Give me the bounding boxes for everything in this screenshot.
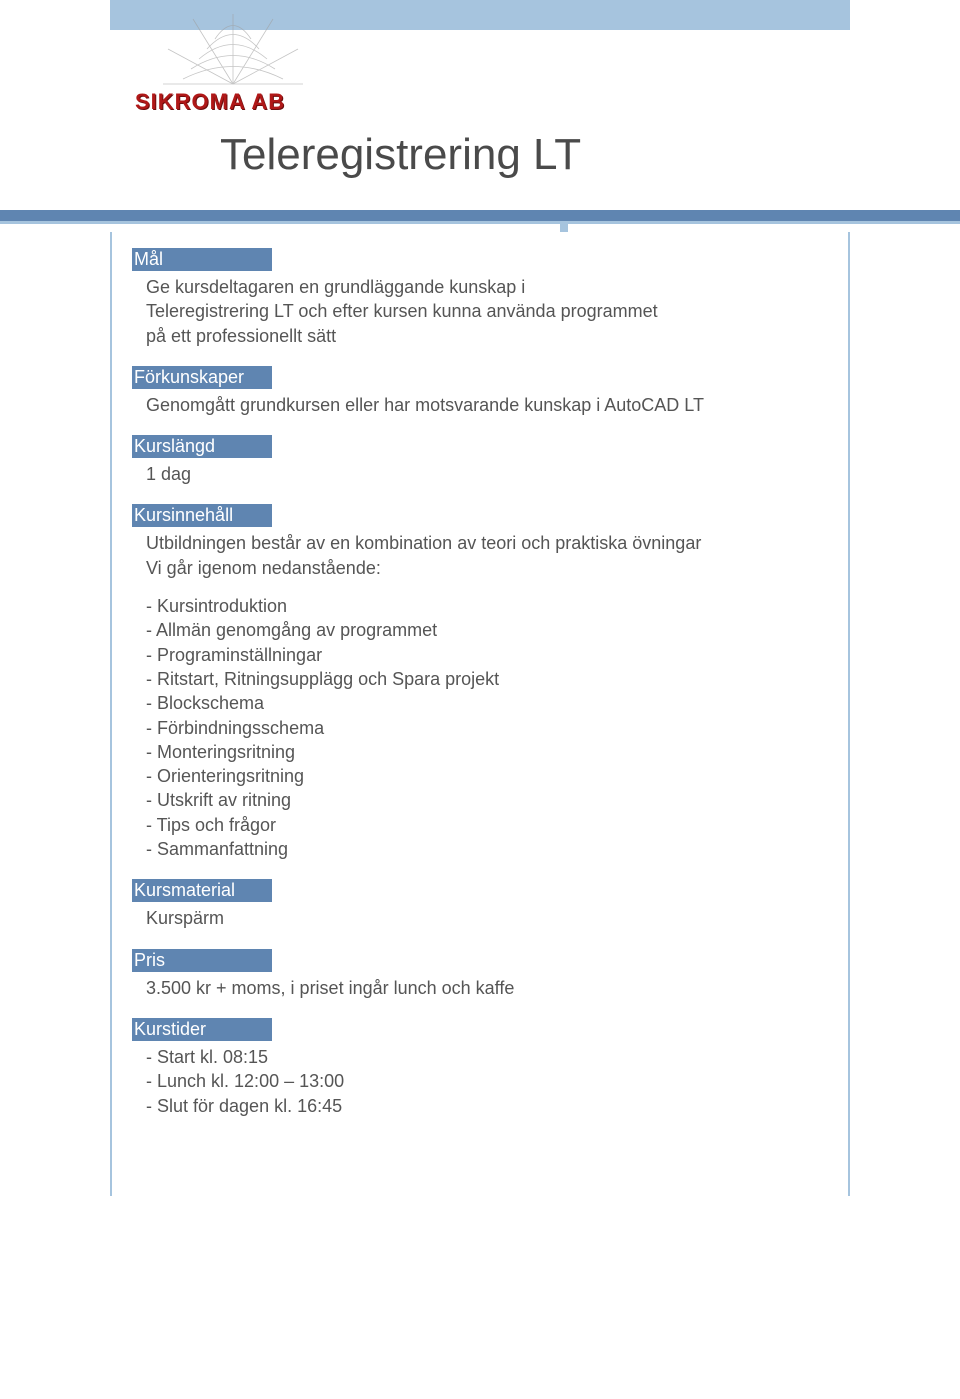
section-body-kursinnehall: Utbildningen består av en kombination av… <box>132 529 792 879</box>
text-line: - Slut för dagen kl. 16:45 <box>146 1094 792 1118</box>
section-body-kursmaterial: Kurspärm <box>132 904 792 948</box>
list-item: - Utskrift av ritning <box>146 788 792 812</box>
text-line: Teleregistrering LT och efter kursen kun… <box>146 299 792 323</box>
text-line: - Lunch kl. 12:00 – 13:00 <box>146 1069 792 1093</box>
section-body-pris: 3.500 kr + moms, i priset ingår lunch oc… <box>132 974 792 1018</box>
list-item: - Förbindningsschema <box>146 716 792 740</box>
list-item: - Blockschema <box>146 691 792 715</box>
section-kursinnehall: Kursinnehåll Utbildningen består av en k… <box>132 504 828 879</box>
section-body-kurslangd: 1 dag <box>132 460 792 504</box>
text-line: Genomgått grundkursen eller har motsvara… <box>146 393 792 417</box>
section-label-kurslangd: Kurslängd <box>132 435 272 458</box>
list-item: - Monteringsritning <box>146 740 792 764</box>
section-body-forkunskaper: Genomgått grundkursen eller har motsvara… <box>132 391 792 435</box>
text-line: Ge kursdeltagaren en grundläggande kunsk… <box>146 275 792 299</box>
section-kursmaterial: Kursmaterial Kurspärm <box>132 879 828 948</box>
text-line: Utbildningen består av en kombination av… <box>146 531 792 555</box>
content-frame: Mål Ge kursdeltagaren en grundläggande k… <box>110 232 850 1196</box>
kursinnehall-list: - Kursintroduktion - Allmän genomgång av… <box>146 594 792 861</box>
text-line: Vi går igenom nedanstående: <box>146 556 792 580</box>
text-line: 3.500 kr + moms, i priset ingår lunch oc… <box>146 976 792 1000</box>
text-line: 1 dag <box>146 462 792 486</box>
section-pris: Pris 3.500 kr + moms, i priset ingår lun… <box>132 949 828 1018</box>
section-body-mal: Ge kursdeltagaren en grundläggande kunsk… <box>132 273 792 366</box>
list-item: - Allmän genomgång av programmet <box>146 618 792 642</box>
section-label-mal: Mål <box>132 248 272 271</box>
section-label-kursmaterial: Kursmaterial <box>132 879 272 902</box>
section-body-kurstider: - Start kl. 08:15 - Lunch kl. 12:00 – 13… <box>132 1043 792 1136</box>
section-label-forkunskaper: Förkunskaper <box>132 366 272 389</box>
section-label-kursinnehall: Kursinnehåll <box>132 504 272 527</box>
list-item: - Ritstart, Ritningsupplägg och Spara pr… <box>146 667 792 691</box>
section-kurstider: Kurstider - Start kl. 08:15 - Lunch kl. … <box>132 1018 828 1136</box>
section-label-pris: Pris <box>132 949 272 972</box>
decorative-tick <box>560 224 568 232</box>
text-line: på ett professionellt sätt <box>146 324 792 348</box>
list-item: - Programinställningar <box>146 643 792 667</box>
section-mal: Mål Ge kursdeltagaren en grundläggande k… <box>132 248 828 366</box>
list-item: - Kursintroduktion <box>146 594 792 618</box>
list-item: - Sammanfattning <box>146 837 792 861</box>
page-title: Teleregistrering LT <box>220 130 581 180</box>
text-line: - Start kl. 08:15 <box>146 1045 792 1069</box>
section-forkunskaper: Förkunskaper Genomgått grundkursen eller… <box>132 366 828 435</box>
section-kurslangd: Kurslängd 1 dag <box>132 435 828 504</box>
list-item: - Orienteringsritning <box>146 764 792 788</box>
title-underline-band <box>0 210 960 224</box>
logo-text: SIKROMA AB <box>135 89 285 115</box>
text-line: Kurspärm <box>146 906 792 930</box>
logo: SIKROMA AB <box>135 20 355 115</box>
section-label-kurstider: Kurstider <box>132 1018 272 1041</box>
list-item: - Tips och frågor <box>146 813 792 837</box>
